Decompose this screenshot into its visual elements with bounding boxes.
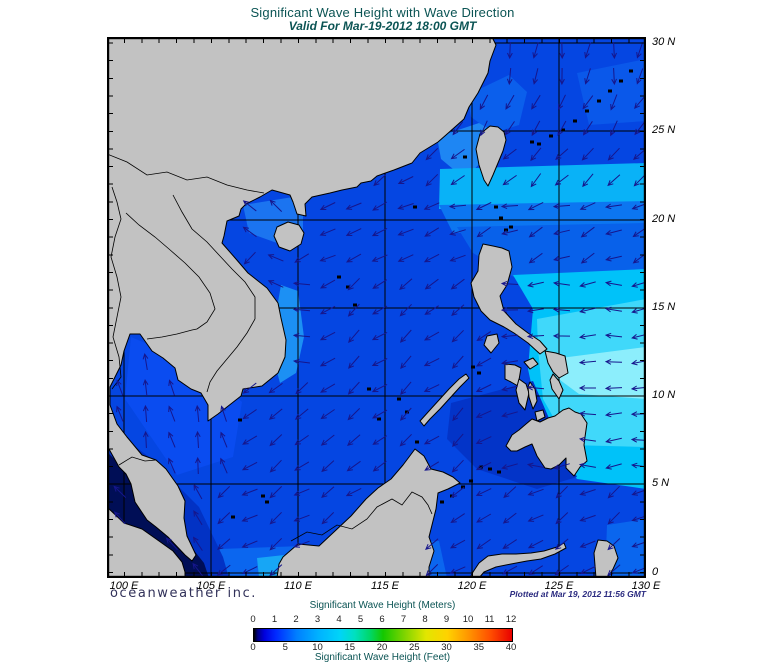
legend-meters-tick: 0 (250, 614, 256, 625)
legend-meters-tick: 3 (314, 614, 321, 625)
lat-label: 15 N (652, 301, 676, 313)
legend-meters-tick: 8 (422, 614, 428, 625)
legend-feet-tick: 35 (473, 642, 485, 653)
legend-meters-tick: 2 (293, 614, 299, 625)
lon-label: 125 E (544, 580, 574, 592)
legend-feet-title: Significant Wave Height (Feet) (314, 652, 451, 663)
legend-meters-title: Significant Wave Height (Meters) (309, 600, 456, 611)
plotted-timestamp: Plotted at Mar 19, 2012 11:56 GMT (509, 589, 646, 599)
legend-meters-tick: 10 (462, 614, 474, 625)
legend-feet-tick: 15 (344, 642, 356, 653)
legend-feet-tick: 25 (408, 642, 420, 653)
lon-label: 110 E (284, 580, 312, 592)
lon-label: 105 E (196, 580, 226, 592)
lat-label: 25 N (652, 124, 676, 136)
lon-label: 115 E (371, 580, 399, 592)
lon-label: 130 E (631, 580, 661, 592)
legend-feet-tick: 20 (376, 642, 388, 653)
legend-meters-tick: 5 (357, 614, 364, 625)
legend-meters-tick: 4 (336, 614, 342, 625)
map-canvas (107, 37, 646, 578)
lon-label: 120 E (457, 580, 487, 592)
lat-label: 0 (652, 566, 659, 578)
lon-label: 100 E (109, 580, 139, 592)
oceanweather-branding: oceanweather inc. (110, 586, 258, 601)
legend-meters-tick: 7 (400, 614, 407, 625)
legend-meters-tick: 11 (484, 614, 495, 625)
legend-meters-tick: 9 (443, 614, 450, 625)
legend-feet-tick: 30 (441, 642, 452, 653)
legend-meters-tick: 6 (379, 614, 385, 625)
wave-height-colorbar (253, 628, 513, 642)
page-title: Significant Wave Height with Wave Direct… (250, 5, 515, 20)
legend-feet-tick: 5 (282, 642, 288, 653)
lat-label: 20 N (652, 213, 676, 225)
lat-label: 5 N (652, 477, 670, 489)
legend-feet-tick: 0 (250, 642, 256, 653)
valid-time-subtitle: Valid For Mar-19-2012 18:00 GMT (288, 19, 477, 33)
legend-feet-tick: 10 (312, 642, 323, 653)
legend-meters-tick: 12 (505, 614, 517, 625)
map-svg (107, 37, 646, 578)
lat-label: 10 N (652, 389, 676, 401)
legend-feet-tick: 40 (505, 642, 517, 653)
lat-label: 30 N (652, 36, 676, 48)
wave-map (107, 37, 646, 578)
legend-meters-tick: 1 (271, 614, 278, 625)
